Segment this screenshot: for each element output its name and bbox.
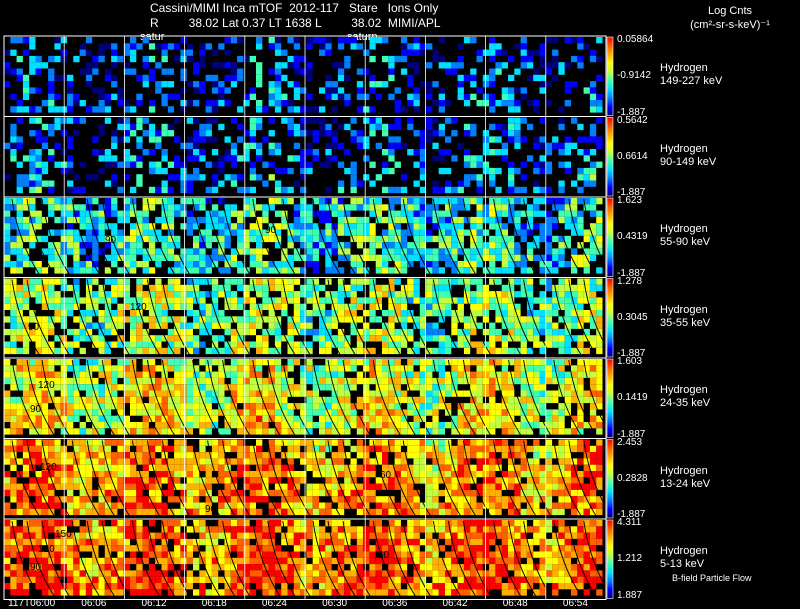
energy-range-label: 24-35 keV <box>660 397 711 410</box>
contour-label: 90 <box>205 504 217 515</box>
panel-4 <box>4 359 613 437</box>
bfield-flow-note: B-field Particle Flow <box>672 573 752 583</box>
x-tick-label: 06:18 <box>201 598 227 609</box>
colorbar-cmid-label: 0.4319 <box>617 231 648 243</box>
legend-title-line1: Log Cnts <box>707 5 753 17</box>
colorbar-cmin-label: -1.887 <box>617 187 646 198</box>
colorbar-cmin-label: 1.887 <box>617 589 643 601</box>
panel-1 <box>4 117 603 194</box>
energy-range-label: 55-90 keV <box>660 236 711 249</box>
x-tick-label: 06:12 <box>141 598 167 609</box>
colorbar-cmin-label: -1.887 <box>617 267 646 279</box>
chart-subtitle: R 38.02 Lat 0.37 LT 1638 L 38.02 MIMI/AP… <box>150 16 441 30</box>
energy-range-label: 90-149 keV <box>660 155 717 168</box>
x-tick-label: 06:54 <box>562 598 588 609</box>
colorbar-cmid-label: 1.212 <box>617 553 643 565</box>
contour-label: 90 <box>28 322 40 333</box>
x-tick-label: 06:30 <box>322 598 348 609</box>
colorbar-cmid-label: 0.2828 <box>617 472 648 484</box>
colorbar-cmax-label: 0.5642 <box>617 114 648 126</box>
panel-2 <box>4 198 613 276</box>
panel-6 <box>4 520 613 598</box>
energy-range-label: 13-24 keV <box>660 477 711 490</box>
contour-label: 90 <box>30 404 42 415</box>
x-tick-label: 117T06:00 <box>8 598 56 609</box>
colorbar-cmin-label: -1.887 <box>617 428 646 440</box>
colorbar-4 <box>606 358 614 438</box>
panel-0 <box>4 37 603 113</box>
colorbar-cmin-label: -1.887 <box>617 509 646 520</box>
panel-species-energy-label: Hydrogen 149-227 keV <box>660 62 722 88</box>
panel-3 <box>4 278 613 357</box>
colorbar-cmax-label: 2.453 <box>617 436 643 448</box>
colorbar-2 <box>606 197 614 277</box>
colorbar-cmid-label: 0.1419 <box>617 392 648 404</box>
panel-species-energy-label: Hydrogen 55-90 keV <box>660 223 710 249</box>
colorbar-6 <box>606 519 614 599</box>
contour-label: 60 <box>380 470 392 481</box>
contour-label: 90 <box>265 225 277 236</box>
colorbar-1 <box>606 117 614 197</box>
colorbar-5 <box>606 439 614 519</box>
colorbar-cmax-label: 1.623 <box>617 195 643 206</box>
energy-range-label: 5-13 keV <box>660 558 705 571</box>
species-label: Hydrogen <box>660 62 708 75</box>
contour-label: 150 <box>55 529 72 540</box>
legend-title-line2: (cm²-sr-s-keV)⁻¹ <box>690 19 770 31</box>
panel-5 <box>4 439 613 518</box>
x-tick-label: 06:42 <box>442 598 468 609</box>
panel-species-energy-label: Hydrogen 5-13 keV <box>660 545 708 571</box>
x-tick-label: 06:06 <box>81 598 107 609</box>
x-tick-label: 06:48 <box>502 598 528 609</box>
panel-species-energy-label: Hydrogen 35-55 keV <box>660 304 710 330</box>
energy-range-label: 35-55 keV <box>660 316 711 329</box>
panel-species-energy-label: Hydrogen 24-35 keV <box>660 384 710 410</box>
contour-label: 90 <box>105 235 117 246</box>
colorbar-cmid-label: 0.6614 <box>617 150 648 162</box>
species-label: Hydrogen <box>660 545 708 558</box>
contour-label: 90 <box>30 562 42 573</box>
panel-species-energy-label: Hydrogen 13-24 keV <box>660 465 710 491</box>
energy-range-label: 149-227 keV <box>660 75 723 88</box>
colorbar-0 <box>606 36 614 116</box>
colorbar-cmin-label: -1.887 <box>617 348 646 359</box>
colorbar-cmid-label: -0.9142 <box>617 70 651 82</box>
colorbar-3 <box>606 278 614 358</box>
chart-title: Cassini/MIMI Inca mTOF 2012-117 Stare Io… <box>150 1 439 15</box>
colorbar-cmax-label: 1.278 <box>617 275 643 287</box>
colorbar-cmid-label: 0.3045 <box>617 311 648 323</box>
species-label: Hydrogen <box>660 142 708 155</box>
panel-species-energy-label: Hydrogen 90-149 keV <box>660 143 716 169</box>
species-label: Hydrogen <box>660 223 708 236</box>
species-label: Hydrogen <box>660 464 708 477</box>
contour-label: 120 <box>38 380 55 391</box>
contour-label: 120 <box>38 544 55 555</box>
colorbar-cmax-label: 1.603 <box>617 356 643 367</box>
species-label: Hydrogen <box>660 384 708 397</box>
species-label: Hydrogen <box>660 303 708 316</box>
x-tick-label: 06:24 <box>261 598 287 609</box>
colorbar-units-legend: Log Cnts (cm²-sr-s-keV)⁻¹ <box>670 4 790 32</box>
x-tick-label: 06:36 <box>382 598 408 609</box>
colorbar-cmin-label: -1.887 <box>617 106 646 118</box>
colorbar-cmax-label: 0.05864 <box>617 34 654 45</box>
contour-label: 120 <box>130 302 147 313</box>
colorbar-cmax-label: 4.311 <box>617 517 642 528</box>
contour-label: 60 <box>378 550 390 561</box>
contour-label: 120 <box>40 462 57 473</box>
